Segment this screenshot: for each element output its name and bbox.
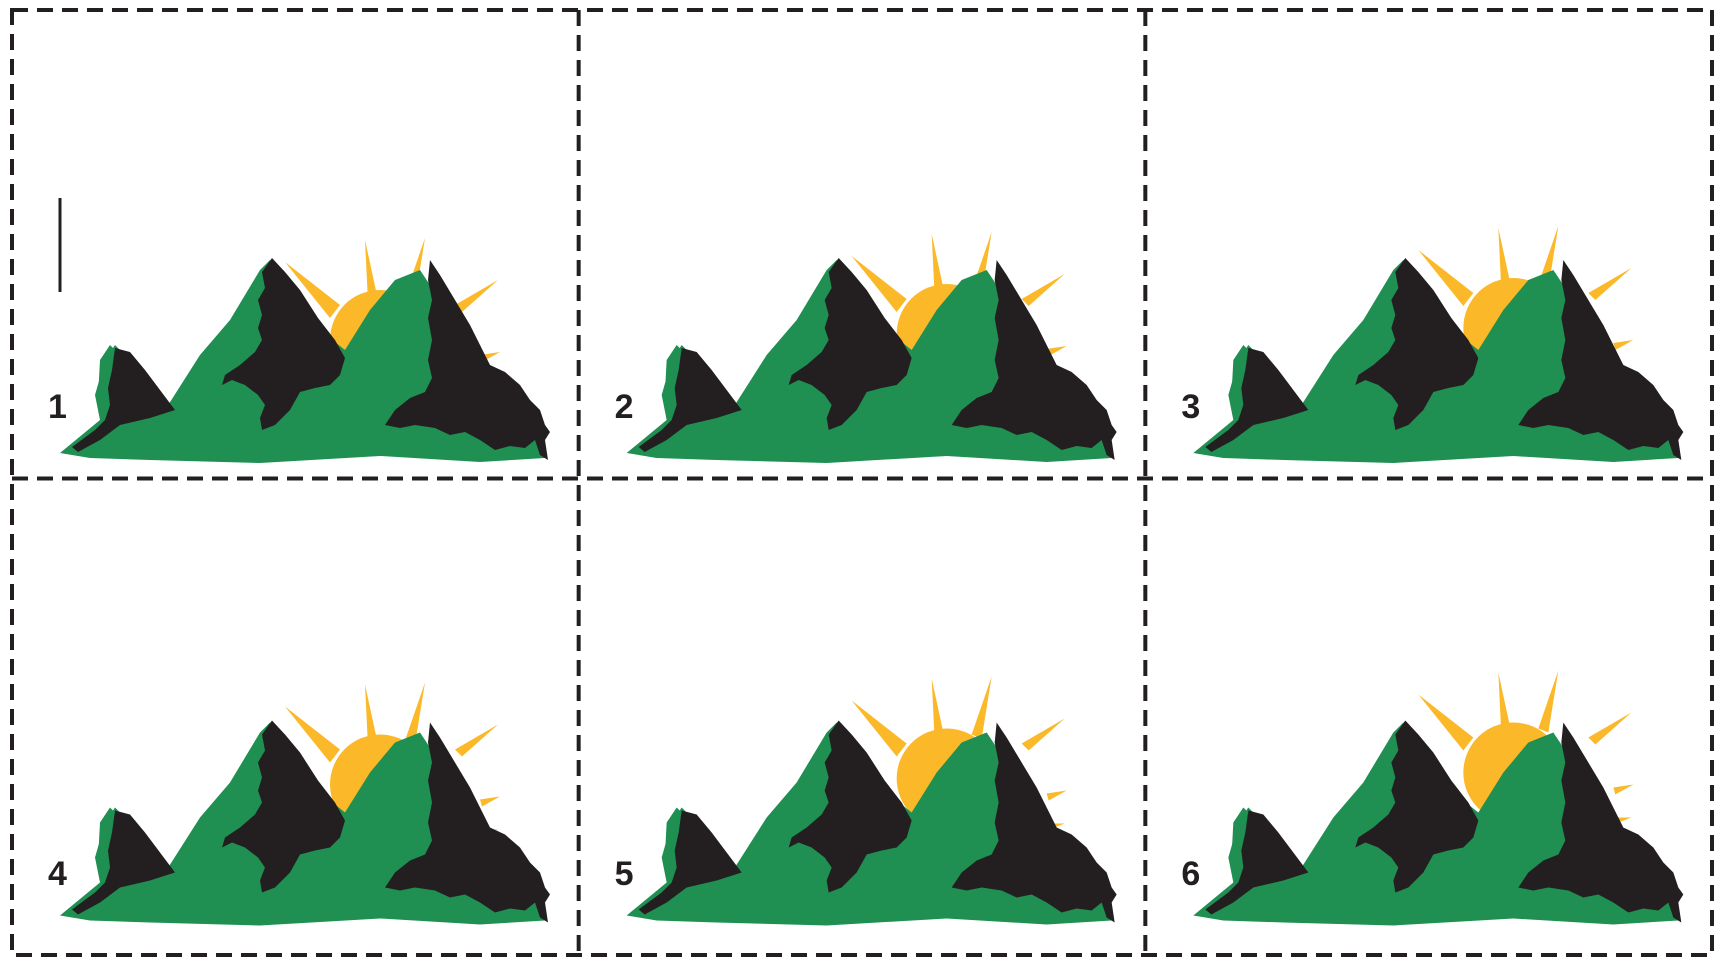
frame-number: 5 — [615, 855, 634, 893]
frame-number: 3 — [1181, 388, 1200, 426]
frame-number: 6 — [1181, 855, 1200, 893]
frame-5 — [626, 676, 1117, 926]
frame-3 — [1193, 226, 1684, 463]
frame-6 — [1193, 670, 1684, 926]
frame-2 — [626, 232, 1117, 463]
grid-border — [10, 8, 1714, 957]
frame-number: 1 — [48, 388, 67, 426]
frame-number: 2 — [615, 388, 634, 426]
mountains-icon — [626, 720, 1117, 926]
mountains-icon — [1193, 258, 1684, 463]
mountains-icon — [60, 720, 550, 926]
mountains-icon — [1193, 720, 1684, 926]
frame-1 — [60, 238, 550, 463]
frame-4 — [60, 682, 550, 926]
mountains-icon — [60, 258, 550, 463]
frame-number: 4 — [48, 855, 67, 893]
